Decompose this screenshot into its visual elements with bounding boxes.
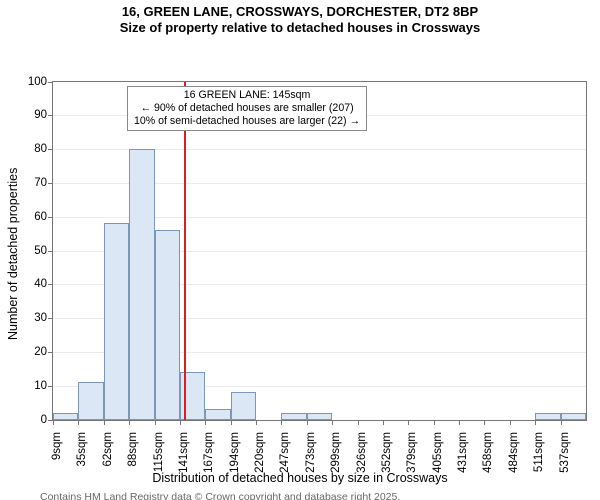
info-box-line-1: 16 GREEN LANE: 145sqm: [134, 89, 360, 102]
x-tick-mark: [205, 420, 206, 425]
x-tick-label: 511sqm: [533, 432, 545, 472]
x-tick-mark: [535, 420, 536, 425]
y-axis-label: Number of detached properties: [6, 167, 20, 339]
histogram-bar: [104, 223, 129, 419]
y-tick-label: 100: [28, 76, 47, 88]
x-tick-mark: [53, 420, 54, 425]
y-tick-label: 0: [41, 414, 47, 426]
x-tick-label: 115sqm: [153, 432, 165, 472]
x-tick-mark: [231, 420, 232, 425]
x-tick-label: 537sqm: [559, 432, 571, 473]
x-tick-label: 484sqm: [508, 432, 520, 473]
plot-area: 01020304050607080901009sqm35sqm62sqm88sq…: [52, 81, 587, 421]
y-tick-label: 10: [34, 380, 47, 392]
info-box-line-3: 10% of semi-detached houses are larger (…: [134, 115, 360, 128]
x-tick-label: 352sqm: [381, 432, 393, 473]
x-tick-label: 458sqm: [482, 432, 494, 473]
y-tick-mark: [48, 149, 53, 150]
x-tick-label: 88sqm: [127, 432, 139, 467]
y-tick-label: 20: [34, 346, 47, 358]
y-tick-label: 30: [34, 312, 47, 324]
y-tick-label: 80: [34, 143, 47, 155]
histogram-bar: [205, 409, 230, 419]
histogram-bar: [307, 413, 332, 420]
x-tick-mark: [256, 420, 257, 425]
y-tick-mark: [48, 251, 53, 252]
x-tick-mark: [434, 420, 435, 425]
x-tick-mark: [180, 420, 181, 425]
x-tick-label: 35sqm: [76, 432, 88, 467]
y-tick-mark: [48, 352, 53, 353]
x-tick-label: 9sqm: [51, 432, 63, 460]
reference-marker-line: [184, 82, 186, 420]
histogram-bar: [561, 413, 586, 420]
histogram-bar: [78, 382, 103, 419]
x-tick-label: 62sqm: [102, 432, 114, 467]
x-tick-label: 141sqm: [178, 432, 190, 473]
x-tick-mark: [510, 420, 511, 425]
x-tick-mark: [155, 420, 156, 425]
x-tick-label: 299sqm: [330, 432, 342, 473]
x-tick-label: 247sqm: [279, 432, 291, 473]
attribution-footer: Contains HM Land Registry data © Crown c…: [0, 491, 600, 500]
x-tick-label: 405sqm: [432, 432, 444, 473]
x-tick-label: 220sqm: [254, 432, 266, 473]
x-tick-label: 167sqm: [203, 432, 215, 473]
x-tick-mark: [561, 420, 562, 425]
x-tick-label: 326sqm: [356, 432, 368, 473]
x-tick-mark: [104, 420, 105, 425]
marker-info-box: 16 GREEN LANE: 145sqm ← 90% of detached …: [127, 86, 367, 132]
x-tick-mark: [383, 420, 384, 425]
footer-line-1: Contains HM Land Registry data © Crown c…: [40, 491, 600, 500]
x-tick-mark: [129, 420, 130, 425]
x-tick-mark: [78, 420, 79, 425]
x-tick-label: 273sqm: [305, 432, 317, 473]
x-tick-mark: [408, 420, 409, 425]
title-line-1: 16, GREEN LANE, CROSSWAYS, DORCHESTER, D…: [0, 4, 600, 20]
y-tick-mark: [48, 217, 53, 218]
x-tick-mark: [459, 420, 460, 425]
y-tick-label: 60: [34, 211, 47, 223]
y-tick-label: 90: [34, 109, 47, 121]
y-tick-mark: [48, 284, 53, 285]
chart-container: Number of detached properties 0102030405…: [0, 37, 600, 469]
x-tick-mark: [307, 420, 308, 425]
histogram-bar: [231, 392, 256, 419]
info-box-line-2: ← 90% of detached houses are smaller (20…: [134, 102, 360, 115]
x-tick-mark: [484, 420, 485, 425]
y-tick-label: 50: [34, 245, 47, 257]
y-tick-label: 40: [34, 278, 47, 290]
x-tick-label: 194sqm: [229, 432, 241, 473]
histogram-bar: [281, 413, 306, 420]
y-tick-label: 70: [34, 177, 47, 189]
histogram-bar: [53, 413, 78, 420]
y-tick-mark: [48, 82, 53, 83]
y-tick-mark: [48, 183, 53, 184]
histogram-bar: [155, 230, 180, 419]
y-tick-mark: [48, 318, 53, 319]
x-tick-mark: [358, 420, 359, 425]
histogram-bar: [535, 413, 560, 420]
y-tick-mark: [48, 115, 53, 116]
title-line-2: Size of property relative to detached ho…: [0, 20, 600, 36]
x-tick-mark: [332, 420, 333, 425]
histogram-bar: [129, 149, 154, 419]
y-tick-mark: [48, 386, 53, 387]
x-tick-mark: [281, 420, 282, 425]
x-tick-label: 379sqm: [406, 432, 418, 473]
x-tick-label: 431sqm: [457, 432, 469, 473]
chart-title-block: 16, GREEN LANE, CROSSWAYS, DORCHESTER, D…: [0, 0, 600, 37]
